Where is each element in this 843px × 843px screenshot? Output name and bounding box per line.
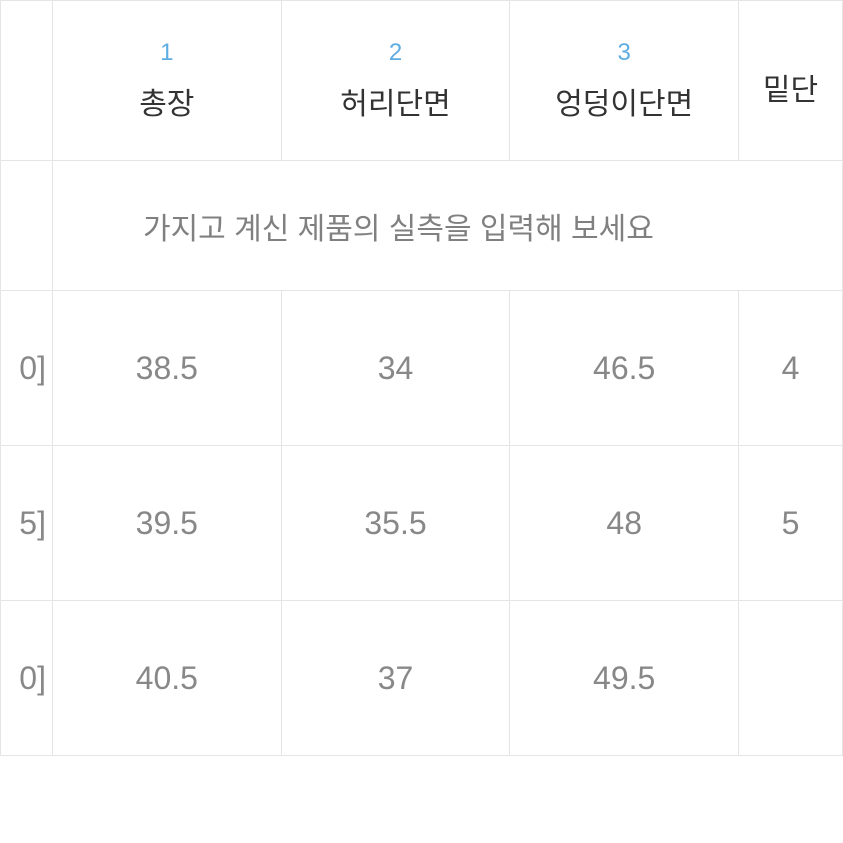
row-label: 5]	[1, 446, 53, 601]
row-label: 0]	[1, 291, 53, 446]
data-cell: 48	[510, 446, 739, 601]
column-label: 엉덩이단면	[520, 79, 728, 123]
input-row-label	[1, 161, 53, 291]
measurement-input-cell[interactable]: 가지고 계신 제품의 실측을 입력해 보세요	[52, 161, 842, 291]
data-cell: 34	[281, 291, 510, 446]
column-header-3: 3 엉덩이단면	[510, 1, 739, 161]
measurement-placeholder: 가지고 계신 제품의 실측을 입력해 보세요	[53, 204, 842, 248]
data-cell: 4	[739, 291, 843, 446]
column-number: 2	[292, 39, 500, 67]
column-label: 밑단	[749, 65, 832, 109]
data-cell: 5	[739, 446, 843, 601]
column-header-4: 밑단	[739, 1, 843, 161]
data-cell: 39.5	[52, 446, 281, 601]
measurement-input-row: 가지고 계신 제품의 실측을 입력해 보세요	[1, 161, 843, 291]
data-cell: 40.5	[52, 601, 281, 756]
column-label: 허리단면	[292, 79, 500, 123]
data-cell: 46.5	[510, 291, 739, 446]
data-cell: 49.5	[510, 601, 739, 756]
data-cell: 35.5	[281, 446, 510, 601]
header-empty-cell	[1, 1, 53, 161]
size-table-wrapper: 1 총장 2 허리단면 3 엉덩이단면 밑단	[0, 0, 843, 843]
data-cell: 38.5	[52, 291, 281, 446]
column-header-1: 1 총장	[52, 1, 281, 161]
column-header-2: 2 허리단면	[281, 1, 510, 161]
row-label: 0]	[1, 601, 53, 756]
table-row: 0] 38.5 34 46.5 4	[1, 291, 843, 446]
data-cell	[739, 601, 843, 756]
column-label: 총장	[63, 79, 271, 123]
table-header-row: 1 총장 2 허리단면 3 엉덩이단면 밑단	[1, 1, 843, 161]
column-number: 1	[63, 39, 271, 67]
data-cell: 37	[281, 601, 510, 756]
size-table: 1 총장 2 허리단면 3 엉덩이단면 밑단	[0, 0, 843, 756]
table-row: 5] 39.5 35.5 48 5	[1, 446, 843, 601]
column-number: 3	[520, 39, 728, 67]
table-row: 0] 40.5 37 49.5	[1, 601, 843, 756]
